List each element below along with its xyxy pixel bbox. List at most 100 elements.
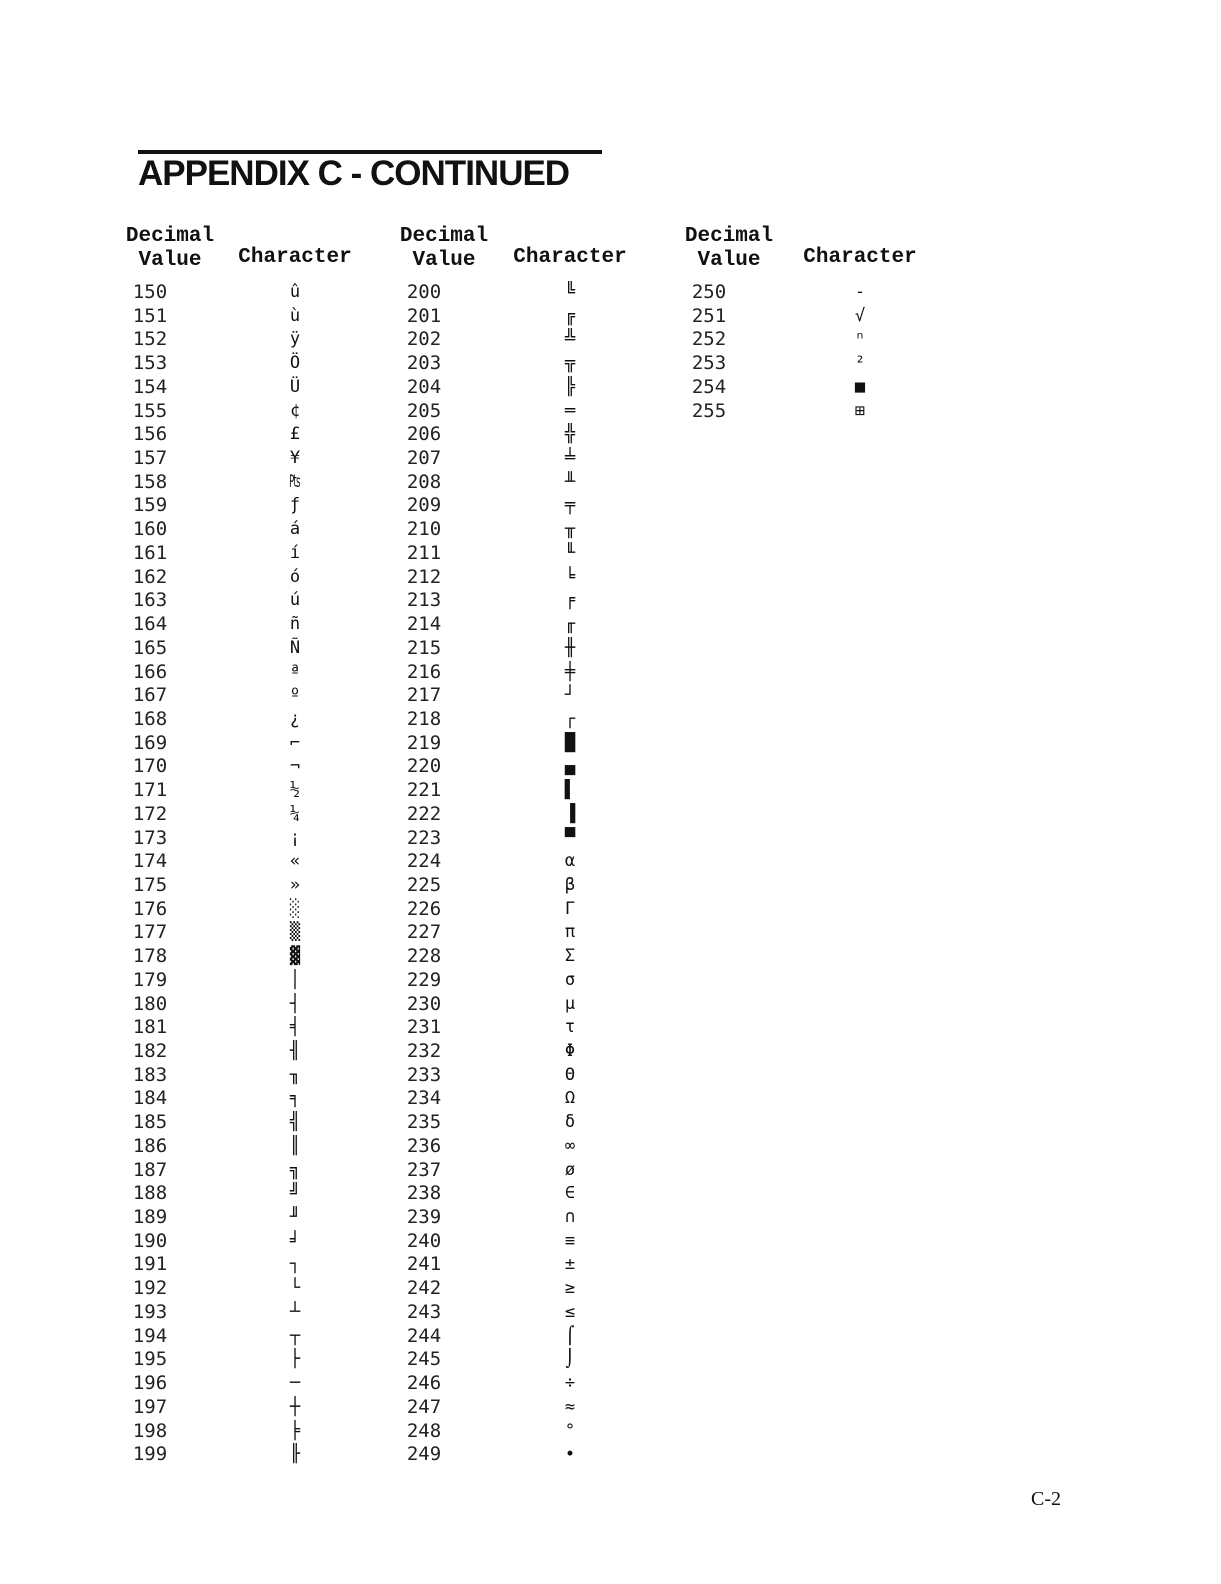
decimal-value: 217 bbox=[406, 684, 442, 707]
decimal-value: 182 bbox=[132, 1040, 168, 1062]
decimal-value: 255 bbox=[691, 399, 727, 422]
character-glyph: ╠ bbox=[564, 376, 576, 397]
decimal-value: 222 bbox=[406, 802, 442, 825]
decimal-value: 213 bbox=[406, 589, 442, 612]
character-glyph: ╩ bbox=[564, 329, 576, 350]
character-glyph: ø bbox=[564, 1159, 576, 1180]
character-glyph: ¡ bbox=[289, 827, 301, 848]
decimal-value: 178 bbox=[132, 945, 168, 968]
header-value: Value bbox=[697, 249, 761, 272]
character-glyph: ├ bbox=[289, 1349, 301, 1370]
decimal-value: 173 bbox=[132, 826, 168, 849]
character-glyph: ■ bbox=[854, 376, 866, 397]
character-glyph: ½ bbox=[289, 780, 301, 801]
character-glyph: δ bbox=[564, 1112, 576, 1133]
character-glyph: ⌐ bbox=[289, 732, 301, 753]
character-glyph: ═ bbox=[564, 400, 576, 421]
decimal-value: 159 bbox=[132, 494, 168, 517]
decimal-value: 246 bbox=[406, 1372, 442, 1395]
character-glyph: ┬ bbox=[289, 1325, 301, 1346]
page-number: C-2 bbox=[1031, 1488, 1061, 1510]
decimal-value: 184 bbox=[132, 1087, 168, 1110]
character-glyph: û bbox=[289, 282, 301, 302]
decimal-value: 253 bbox=[691, 352, 727, 375]
character-glyph: ╫ bbox=[564, 637, 576, 658]
decimal-value: 237 bbox=[406, 1158, 442, 1181]
decimal-value: 198 bbox=[132, 1419, 168, 1442]
character-glyph: ú bbox=[289, 590, 301, 611]
decimal-value: 160 bbox=[132, 518, 168, 541]
decimal-value: 215 bbox=[406, 636, 442, 659]
page-title: APPENDIX C - CONTINUED bbox=[138, 154, 570, 193]
character-glyph: ╤ bbox=[564, 495, 576, 516]
decimal-value: 168 bbox=[132, 707, 168, 730]
decimal-value: 229 bbox=[406, 968, 442, 991]
decimal-value: 212 bbox=[406, 565, 442, 588]
decimal-value: 155 bbox=[132, 399, 168, 422]
character-glyph: ╣ bbox=[289, 1112, 301, 1133]
decimal-value: 243 bbox=[406, 1300, 442, 1323]
decimal-value-header: Decimal Value bbox=[669, 225, 789, 273]
decimal-value: 192 bbox=[132, 1277, 168, 1300]
character-glyph: ° bbox=[564, 1420, 576, 1441]
character-glyph: í bbox=[289, 542, 301, 563]
decimal-value: 242 bbox=[406, 1277, 442, 1300]
decimal-value: 180 bbox=[132, 992, 168, 1015]
decimal-value: 157 bbox=[132, 447, 168, 470]
character-glyph: ∙ bbox=[564, 1444, 576, 1465]
decimal-value: 163 bbox=[132, 589, 168, 612]
decimal-value: 230 bbox=[406, 992, 442, 1015]
decimal-value: 167 bbox=[132, 684, 168, 707]
character-glyph: á bbox=[289, 519, 301, 540]
decimal-value: 151 bbox=[132, 304, 168, 327]
decimal-value: 153 bbox=[132, 352, 168, 375]
character-glyph: ╙ bbox=[564, 542, 576, 563]
character-glyph: ╦ bbox=[564, 353, 576, 374]
character-glyph: Σ bbox=[564, 946, 576, 967]
character-glyph: ╬ bbox=[564, 424, 576, 445]
decimal-value: 226 bbox=[406, 897, 442, 920]
decimal-value: 205 bbox=[406, 399, 442, 422]
decimal-value: 254 bbox=[691, 375, 727, 398]
character-glyph: £ bbox=[289, 424, 301, 445]
decimal-value: 162 bbox=[132, 565, 168, 588]
decimal-value: 187 bbox=[132, 1158, 168, 1181]
character-glyph: ┼ bbox=[289, 1396, 301, 1417]
header-decimal: Decimal bbox=[125, 225, 215, 248]
header-decimal: Decimal bbox=[399, 225, 489, 248]
decimal-value: 218 bbox=[406, 707, 442, 730]
decimal-value: 232 bbox=[406, 1040, 442, 1062]
character-glyph: ¥ bbox=[289, 448, 301, 469]
character-glyph: Ω bbox=[564, 1088, 576, 1109]
character-glyph: ó bbox=[289, 566, 301, 587]
character-glyph: ┴ bbox=[289, 1301, 301, 1322]
character-glyph: ╪ bbox=[564, 661, 576, 682]
decimal-value: 241 bbox=[406, 1253, 442, 1276]
character-glyph: ╕ bbox=[289, 1088, 301, 1109]
character-glyph: ┐ bbox=[289, 1254, 301, 1275]
decimal-value: 200 bbox=[406, 281, 442, 303]
decimal-value: 199 bbox=[132, 1443, 168, 1466]
decimal-value: 156 bbox=[132, 423, 168, 446]
character-glyph: │ bbox=[289, 969, 301, 990]
character-header: Character bbox=[803, 246, 917, 269]
character-glyph: ÿ bbox=[289, 329, 301, 350]
character-glyph: ± bbox=[564, 1254, 576, 1275]
character-glyph: ≡ bbox=[564, 1230, 576, 1251]
decimal-value: 233 bbox=[406, 1063, 442, 1086]
character-glyph: ⊞ bbox=[854, 400, 866, 421]
decimal-value: 236 bbox=[406, 1134, 442, 1157]
decimal-value: 175 bbox=[132, 873, 168, 896]
decimal-value: 224 bbox=[406, 850, 442, 873]
decimal-value: 150 bbox=[132, 281, 168, 303]
character-glyph: ╨ bbox=[564, 471, 576, 492]
character-glyph: Ñ bbox=[289, 637, 301, 658]
character-glyph: µ bbox=[564, 993, 576, 1014]
character-glyph: ≈ bbox=[564, 1396, 576, 1417]
decimal-value: 204 bbox=[406, 375, 442, 398]
character-header: Character bbox=[238, 246, 352, 269]
decimal-value: 210 bbox=[406, 518, 442, 541]
character-glyph: ù bbox=[289, 305, 301, 326]
character-glyph: Θ bbox=[564, 1064, 576, 1085]
character-glyph: ▄ bbox=[564, 756, 576, 777]
